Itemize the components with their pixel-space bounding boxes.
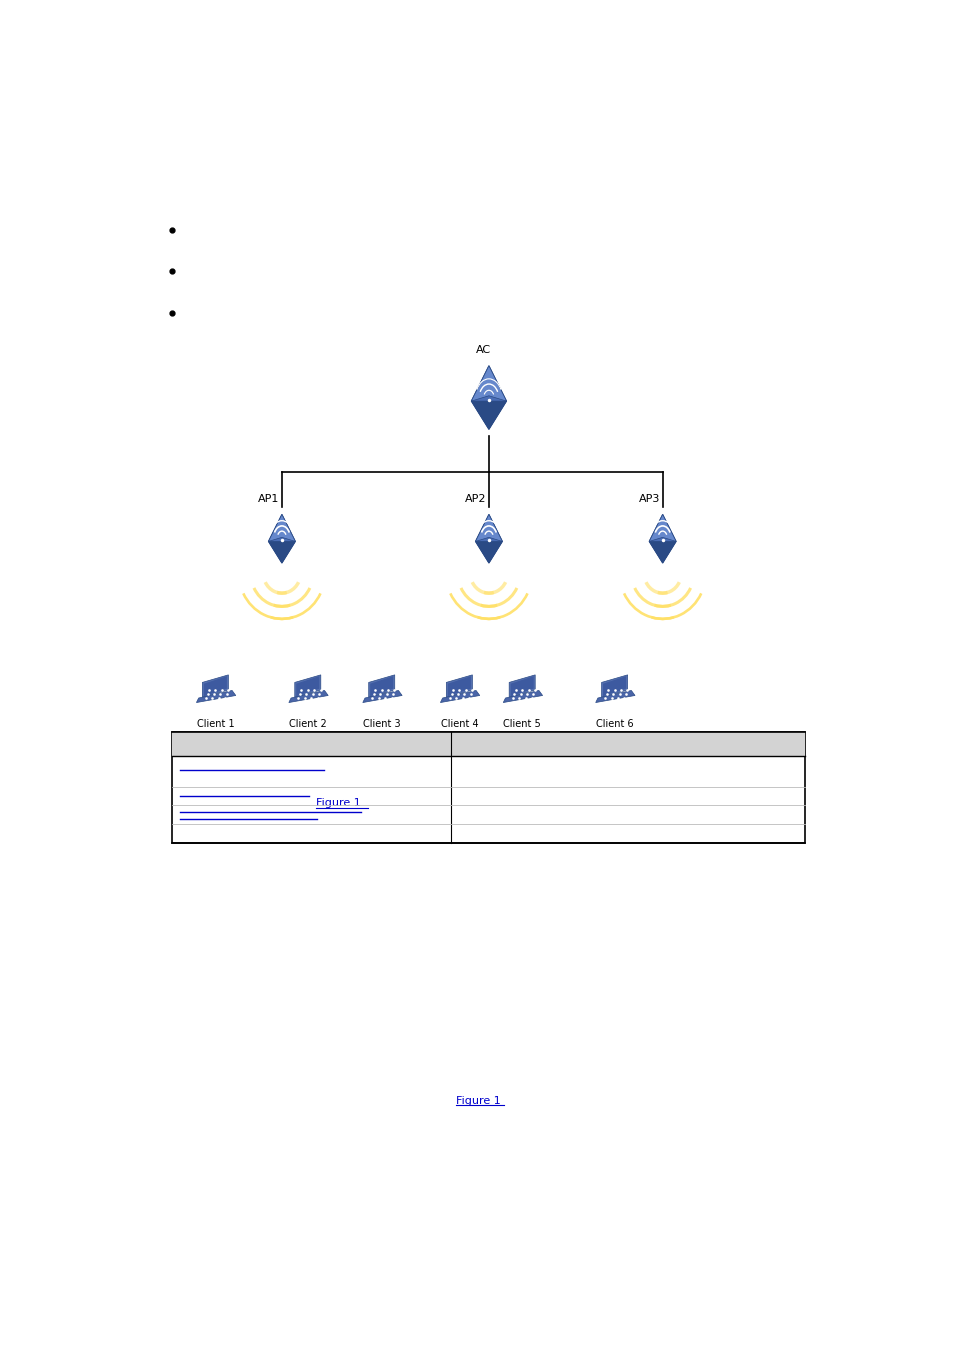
Text: AC: AC	[475, 346, 490, 355]
Polygon shape	[471, 401, 506, 429]
Polygon shape	[503, 690, 542, 702]
Polygon shape	[294, 675, 320, 698]
Text: Client 5: Client 5	[503, 720, 540, 729]
Polygon shape	[196, 690, 235, 702]
Polygon shape	[649, 514, 676, 541]
Polygon shape	[204, 676, 227, 697]
Polygon shape	[649, 541, 676, 563]
Polygon shape	[471, 366, 506, 429]
Polygon shape	[370, 676, 393, 697]
Text: AP3: AP3	[638, 494, 659, 504]
Text: Figure 1: Figure 1	[456, 1096, 500, 1106]
Polygon shape	[368, 675, 395, 698]
Polygon shape	[475, 514, 502, 541]
Polygon shape	[509, 675, 535, 698]
Polygon shape	[362, 690, 402, 702]
Text: Client 3: Client 3	[362, 720, 400, 729]
Text: Client 6: Client 6	[596, 720, 633, 729]
Polygon shape	[289, 690, 328, 702]
Polygon shape	[268, 541, 295, 563]
Polygon shape	[602, 676, 625, 697]
Polygon shape	[268, 514, 295, 563]
Polygon shape	[296, 676, 319, 697]
Text: Figure 1: Figure 1	[315, 798, 360, 809]
Polygon shape	[475, 514, 502, 563]
Polygon shape	[595, 690, 635, 702]
Bar	[172, 732, 804, 756]
Polygon shape	[202, 675, 228, 698]
Text: AP2: AP2	[464, 494, 486, 504]
Bar	[172, 732, 804, 842]
Polygon shape	[649, 514, 676, 563]
Polygon shape	[475, 541, 502, 563]
Polygon shape	[510, 676, 533, 697]
Polygon shape	[446, 675, 472, 698]
Polygon shape	[268, 514, 295, 541]
Polygon shape	[601, 675, 627, 698]
Polygon shape	[440, 690, 479, 702]
Polygon shape	[447, 676, 471, 697]
Text: Client 2: Client 2	[289, 720, 326, 729]
Polygon shape	[471, 366, 506, 401]
Text: AP1: AP1	[257, 494, 279, 504]
Text: Client 4: Client 4	[440, 720, 477, 729]
Text: Client 1: Client 1	[196, 720, 233, 729]
